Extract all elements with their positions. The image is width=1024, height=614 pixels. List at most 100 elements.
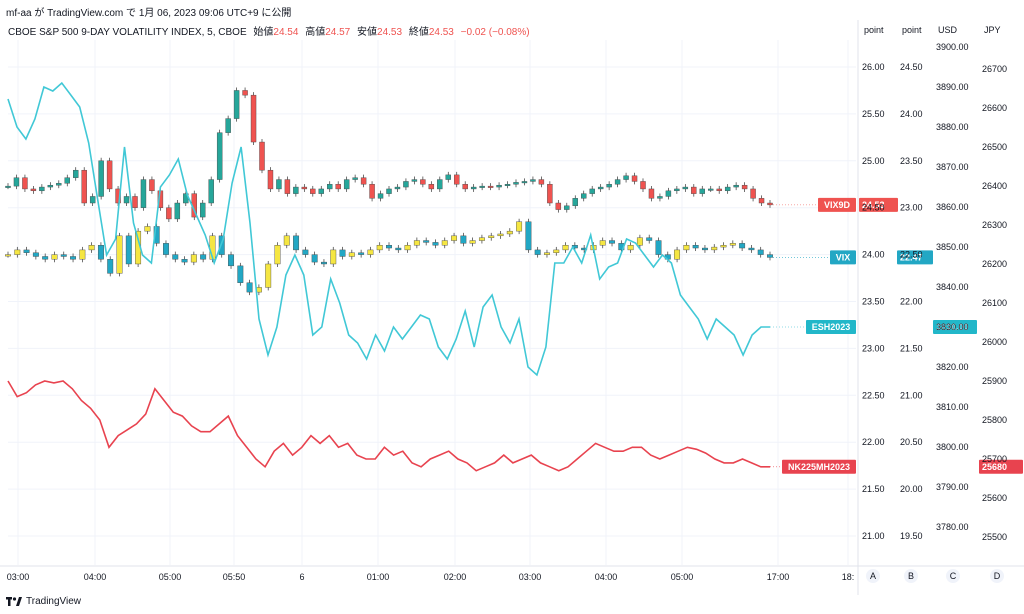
vix9d-candle — [623, 175, 629, 180]
vix9d-candle — [318, 188, 324, 194]
vix9d-candle — [89, 196, 96, 204]
y-tick-label-A: 24.50 — [862, 203, 885, 213]
vix-candle — [701, 247, 708, 251]
last-value-badge — [859, 197, 898, 212]
vix-candle — [460, 235, 467, 244]
vix9d-candle — [301, 186, 308, 190]
tradingview-logo[interactable]: TradingView — [6, 596, 81, 607]
x-tick-label: 03:00 — [7, 572, 30, 582]
vix-candle — [116, 235, 123, 274]
vix-candle — [683, 245, 690, 251]
x-tick-label: 17:00 — [767, 572, 790, 582]
vix9d-candle — [750, 188, 756, 199]
axis-letter: A — [870, 571, 876, 581]
vix9d-candle — [682, 186, 689, 190]
axis-header-B: point — [902, 25, 922, 35]
y-tick-label-C: 3790.00 — [936, 482, 969, 492]
series-name-label: VIX9D — [824, 200, 851, 210]
y-tick-label-D: 26000 — [982, 337, 1007, 347]
axis-letter: B — [908, 571, 914, 581]
vix-candle — [283, 235, 290, 246]
vix9d-candle — [225, 118, 231, 133]
vix-candle — [692, 245, 699, 249]
y-tick-label-D: 25700 — [982, 454, 1007, 464]
vix-candle — [172, 254, 179, 260]
vix9d-candle — [420, 179, 426, 185]
vix9d-candle — [360, 177, 367, 185]
x-tick-label: 05:00 — [671, 572, 694, 582]
vix9d-candle — [267, 169, 274, 190]
vix9d-candle — [310, 188, 316, 194]
axis-header-A: point — [864, 25, 884, 35]
vix9d-candle — [462, 184, 468, 190]
vix9d-candle — [530, 179, 536, 182]
y-tick-label-C: 3780.00 — [936, 522, 969, 532]
vix9d-candle — [200, 202, 206, 218]
last-value-badge — [897, 250, 933, 265]
y-tick-label-C: 3870.00 — [936, 162, 969, 172]
vix-candle — [767, 254, 773, 258]
y-tick-label-D: 26100 — [982, 298, 1007, 308]
vix-candle — [432, 242, 439, 246]
vix9d-candle — [555, 202, 562, 210]
vix-candle — [32, 252, 39, 257]
vix-candle — [451, 235, 458, 241]
vix9d-candle — [327, 184, 333, 190]
y-tick-label-A: 24.00 — [862, 250, 885, 260]
vix-candle — [525, 221, 532, 251]
y-tick-label-B: 20.50 — [900, 437, 923, 447]
vix9d-candle — [174, 202, 181, 220]
last-value-badge — [933, 320, 977, 334]
vix-candle — [516, 221, 523, 232]
vix-candle — [51, 254, 58, 260]
vix9d-candle — [22, 177, 28, 190]
open-value: 24.54 — [273, 27, 298, 38]
y-tick-label-A: 21.50 — [862, 484, 885, 494]
vix9d-candle — [352, 177, 358, 180]
vix-candle — [627, 245, 634, 251]
high-value: 24.57 — [325, 27, 350, 38]
y-tick-label-B: 21.50 — [900, 343, 923, 353]
vix-candle — [609, 240, 615, 244]
axis-header-D: JPY — [984, 25, 1001, 35]
vix9d-candle — [691, 186, 697, 194]
vix-candle — [544, 252, 550, 255]
series-name-label: NK225MH2023 — [788, 462, 850, 472]
vix9d-candle — [30, 188, 37, 192]
vix9d-candle — [106, 160, 113, 190]
y-tick-label-C: 3880.00 — [936, 122, 969, 132]
vix9d-candle — [614, 179, 621, 185]
ohlc-legend: CBOE S&P 500 9-DAY VOLATILITY INDEX, 5, … — [8, 25, 530, 38]
vix-candle — [218, 235, 225, 255]
y-tick-label-C: 3810.00 — [936, 402, 969, 412]
vix9d-candle — [98, 160, 104, 197]
vix-candle — [386, 245, 392, 249]
x-tick-label: 02:00 — [444, 572, 467, 582]
x-tick-label: 04:00 — [84, 572, 107, 582]
vix9d-candle — [166, 207, 172, 220]
vix9d-candle — [140, 179, 147, 208]
y-tick-label-B: 24.50 — [900, 62, 923, 72]
symbol-title: CBOE S&P 500 9-DAY VOLATILITY INDEX, 5, … — [8, 27, 247, 38]
y-tick-label-D: 26500 — [982, 142, 1007, 152]
vix-candle — [534, 249, 541, 255]
x-tick-label: 03:00 — [519, 572, 542, 582]
vix-candle — [413, 240, 420, 246]
vix-candle — [274, 245, 281, 265]
y-tick-label-C: 3860.00 — [936, 202, 969, 212]
vix9d-candle — [149, 179, 155, 192]
vix9d-candle — [242, 90, 248, 96]
vix-candle — [469, 240, 476, 244]
vix-candle — [599, 240, 606, 246]
y-tick-label-A: 22.00 — [862, 437, 885, 447]
y-tick-label-B: 22.50 — [900, 250, 923, 260]
vix9d-candle — [496, 184, 502, 188]
vix9d-candle — [733, 184, 739, 188]
y-tick-label-B: 21.00 — [900, 390, 923, 400]
vix9d-candle — [5, 185, 11, 188]
vix9d-candle — [377, 193, 384, 199]
y-tick-label-A: 21.00 — [862, 531, 885, 541]
series-name-badge — [806, 320, 856, 334]
vix9d-candle — [132, 196, 138, 208]
